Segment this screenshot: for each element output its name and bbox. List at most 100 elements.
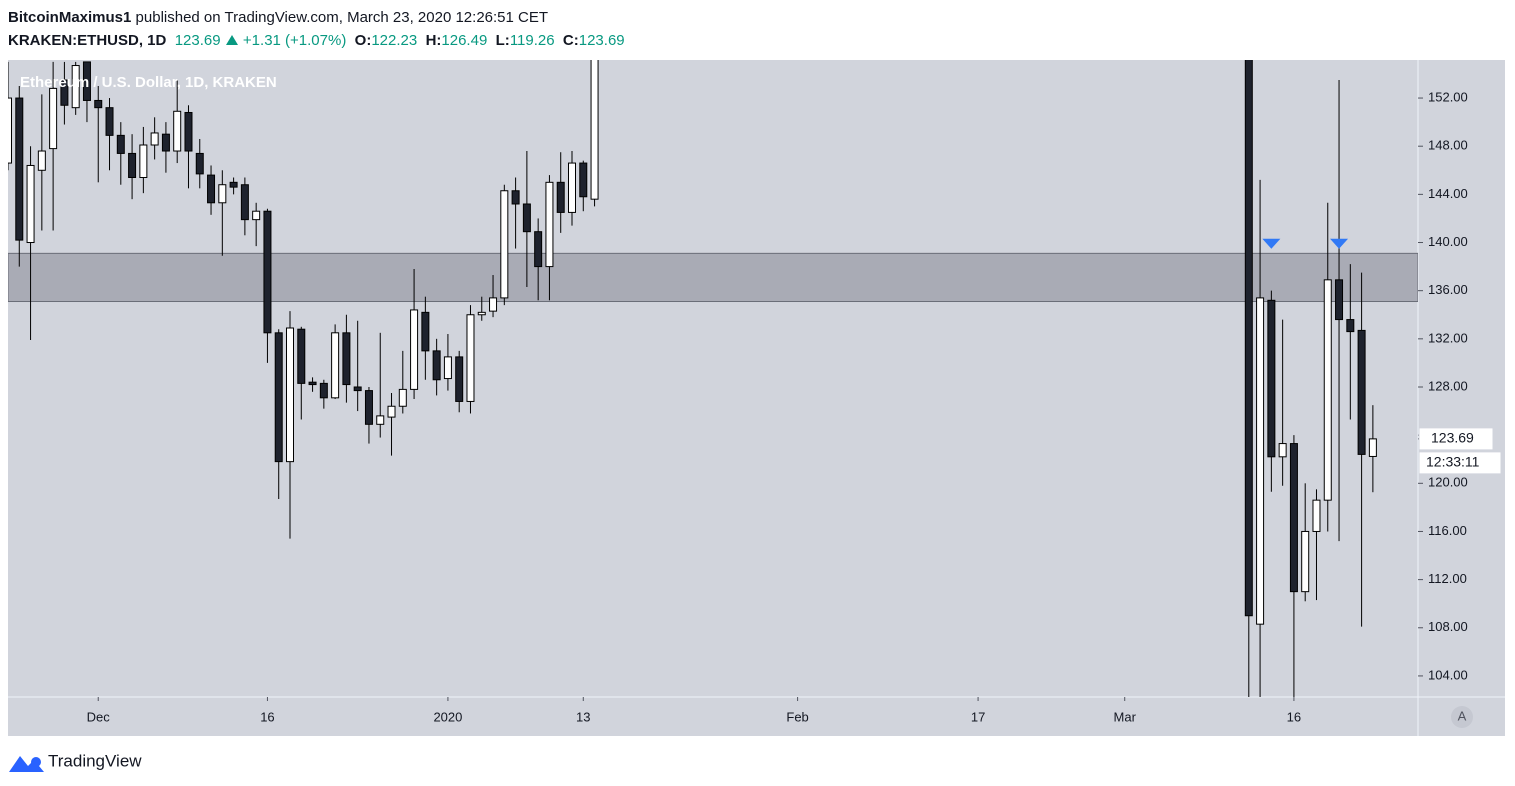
- author: BitcoinMaximus1: [8, 9, 132, 26]
- high: 126.49: [441, 32, 488, 49]
- y-tick-label: 116.00: [1428, 523, 1467, 538]
- candle-body: [489, 297, 498, 312]
- chart-background: [8, 60, 1505, 736]
- candle-body: [387, 405, 396, 418]
- candle-body: [286, 327, 294, 463]
- price: 123.69: [174, 32, 221, 49]
- candle-body: [195, 152, 204, 175]
- candle-body: [1323, 279, 1332, 501]
- candle-body: [432, 350, 441, 381]
- close: 123.69: [578, 32, 625, 49]
- plot: [8, 60, 1418, 697]
- header: BitcoinMaximus1 published on TradingView…: [8, 6, 625, 52]
- candle-body: [421, 311, 430, 352]
- header-line-2: KRAKEN:ETHUSD, 1D 123.69 +1.31 (+1.07%) …: [8, 29, 625, 52]
- candle-body: [342, 332, 351, 386]
- x-tick-label: Dec: [87, 709, 111, 724]
- candle-body: [150, 132, 159, 146]
- candle-body: [398, 388, 407, 407]
- change: +1.31 (+1.07%): [242, 32, 347, 49]
- last-price: 123.69: [1431, 430, 1474, 446]
- candle-body: [1256, 297, 1265, 625]
- candle-body: [319, 382, 328, 399]
- candle-body: [522, 203, 531, 233]
- candle-body: [579, 162, 588, 198]
- candle-body: [1368, 438, 1377, 457]
- header-line-1: BitcoinMaximus1 published on TradingView…: [8, 6, 625, 29]
- candle-body: [274, 332, 283, 463]
- candle-body: [207, 174, 216, 204]
- low: 119.26: [509, 32, 555, 49]
- candle-body: [218, 184, 227, 204]
- candle-body: [82, 61, 91, 101]
- candle-body: [477, 311, 486, 316]
- x-tick-label: Mar: [1114, 709, 1137, 724]
- candle-body: [297, 328, 306, 384]
- scale-button[interactable]: A: [1458, 708, 1467, 723]
- candle-body: [1312, 499, 1321, 532]
- x-tick-label: 2020: [433, 709, 462, 724]
- x-tick-label: 17: [971, 709, 985, 724]
- candle-body: [376, 415, 385, 425]
- candle-body: [105, 107, 114, 136]
- y-tick-label: 132.00: [1428, 330, 1468, 345]
- footer-brand: TradingView: [48, 751, 142, 770]
- candle-body: [60, 79, 69, 106]
- y-tick-label: 112.00: [1428, 571, 1467, 586]
- candle-body: [500, 190, 509, 299]
- candle-body: [173, 110, 182, 152]
- x-tick-label: Feb: [786, 709, 808, 724]
- resistance-zone: [8, 252, 1418, 303]
- candle-body: [590, 60, 599, 200]
- candle-body: [466, 314, 475, 402]
- candle-body: [15, 97, 24, 241]
- high-label: H:: [425, 32, 442, 49]
- candle-body: [1335, 279, 1344, 321]
- low-label: L:: [495, 32, 510, 49]
- candle-body: [364, 390, 373, 425]
- symbol: KRAKEN:ETHUSD, 1D: [8, 32, 167, 49]
- open: 122.23: [371, 32, 418, 49]
- candle-body: [353, 386, 362, 392]
- candle-body: [71, 65, 80, 109]
- candle-body: [116, 134, 125, 154]
- candle-body: [556, 181, 565, 213]
- y-tick-label: 152.00: [1428, 89, 1468, 104]
- candle-body: [1244, 60, 1253, 617]
- x-tick-label: 16: [1287, 709, 1301, 724]
- y-tick-label: 128.00: [1428, 378, 1468, 393]
- y-tick-label: 140.00: [1428, 234, 1468, 249]
- candle-body: [568, 162, 576, 213]
- y-tick-label: 108.00: [1428, 619, 1468, 634]
- candle-body: [26, 164, 35, 244]
- candle-body: [308, 381, 317, 386]
- up-arrow: [225, 35, 238, 45]
- marker: [1330, 238, 1349, 249]
- footer-logo: [9, 756, 44, 772]
- countdown: 12:33:11: [1426, 454, 1480, 470]
- candle-body: [139, 144, 148, 179]
- candle-body: [1357, 329, 1366, 455]
- candle-body: [94, 99, 103, 109]
- published: published on TradingView.com, March 23, …: [135, 9, 549, 26]
- candle-body: [545, 181, 554, 268]
- countdown-box: [1418, 451, 1502, 475]
- candle-body: [1289, 443, 1298, 593]
- candle-body: [240, 184, 249, 221]
- candle-body: [1278, 443, 1287, 458]
- candle-body: [534, 231, 543, 268]
- candle-body: [229, 181, 238, 188]
- y-tick-label: 136.00: [1428, 282, 1468, 297]
- marker: [1262, 238, 1281, 249]
- scale-button-bg[interactable]: [1451, 706, 1473, 728]
- candle-body: [37, 150, 46, 171]
- candle-body: [1301, 530, 1310, 593]
- candle-body: [263, 210, 272, 334]
- candle-body: [8, 97, 12, 164]
- x-tick-label: 13: [576, 709, 590, 724]
- open-label: O:: [354, 32, 372, 49]
- candle-body: [443, 356, 452, 380]
- y-tick-label: 120.00: [1428, 475, 1468, 490]
- candle-body: [252, 210, 261, 221]
